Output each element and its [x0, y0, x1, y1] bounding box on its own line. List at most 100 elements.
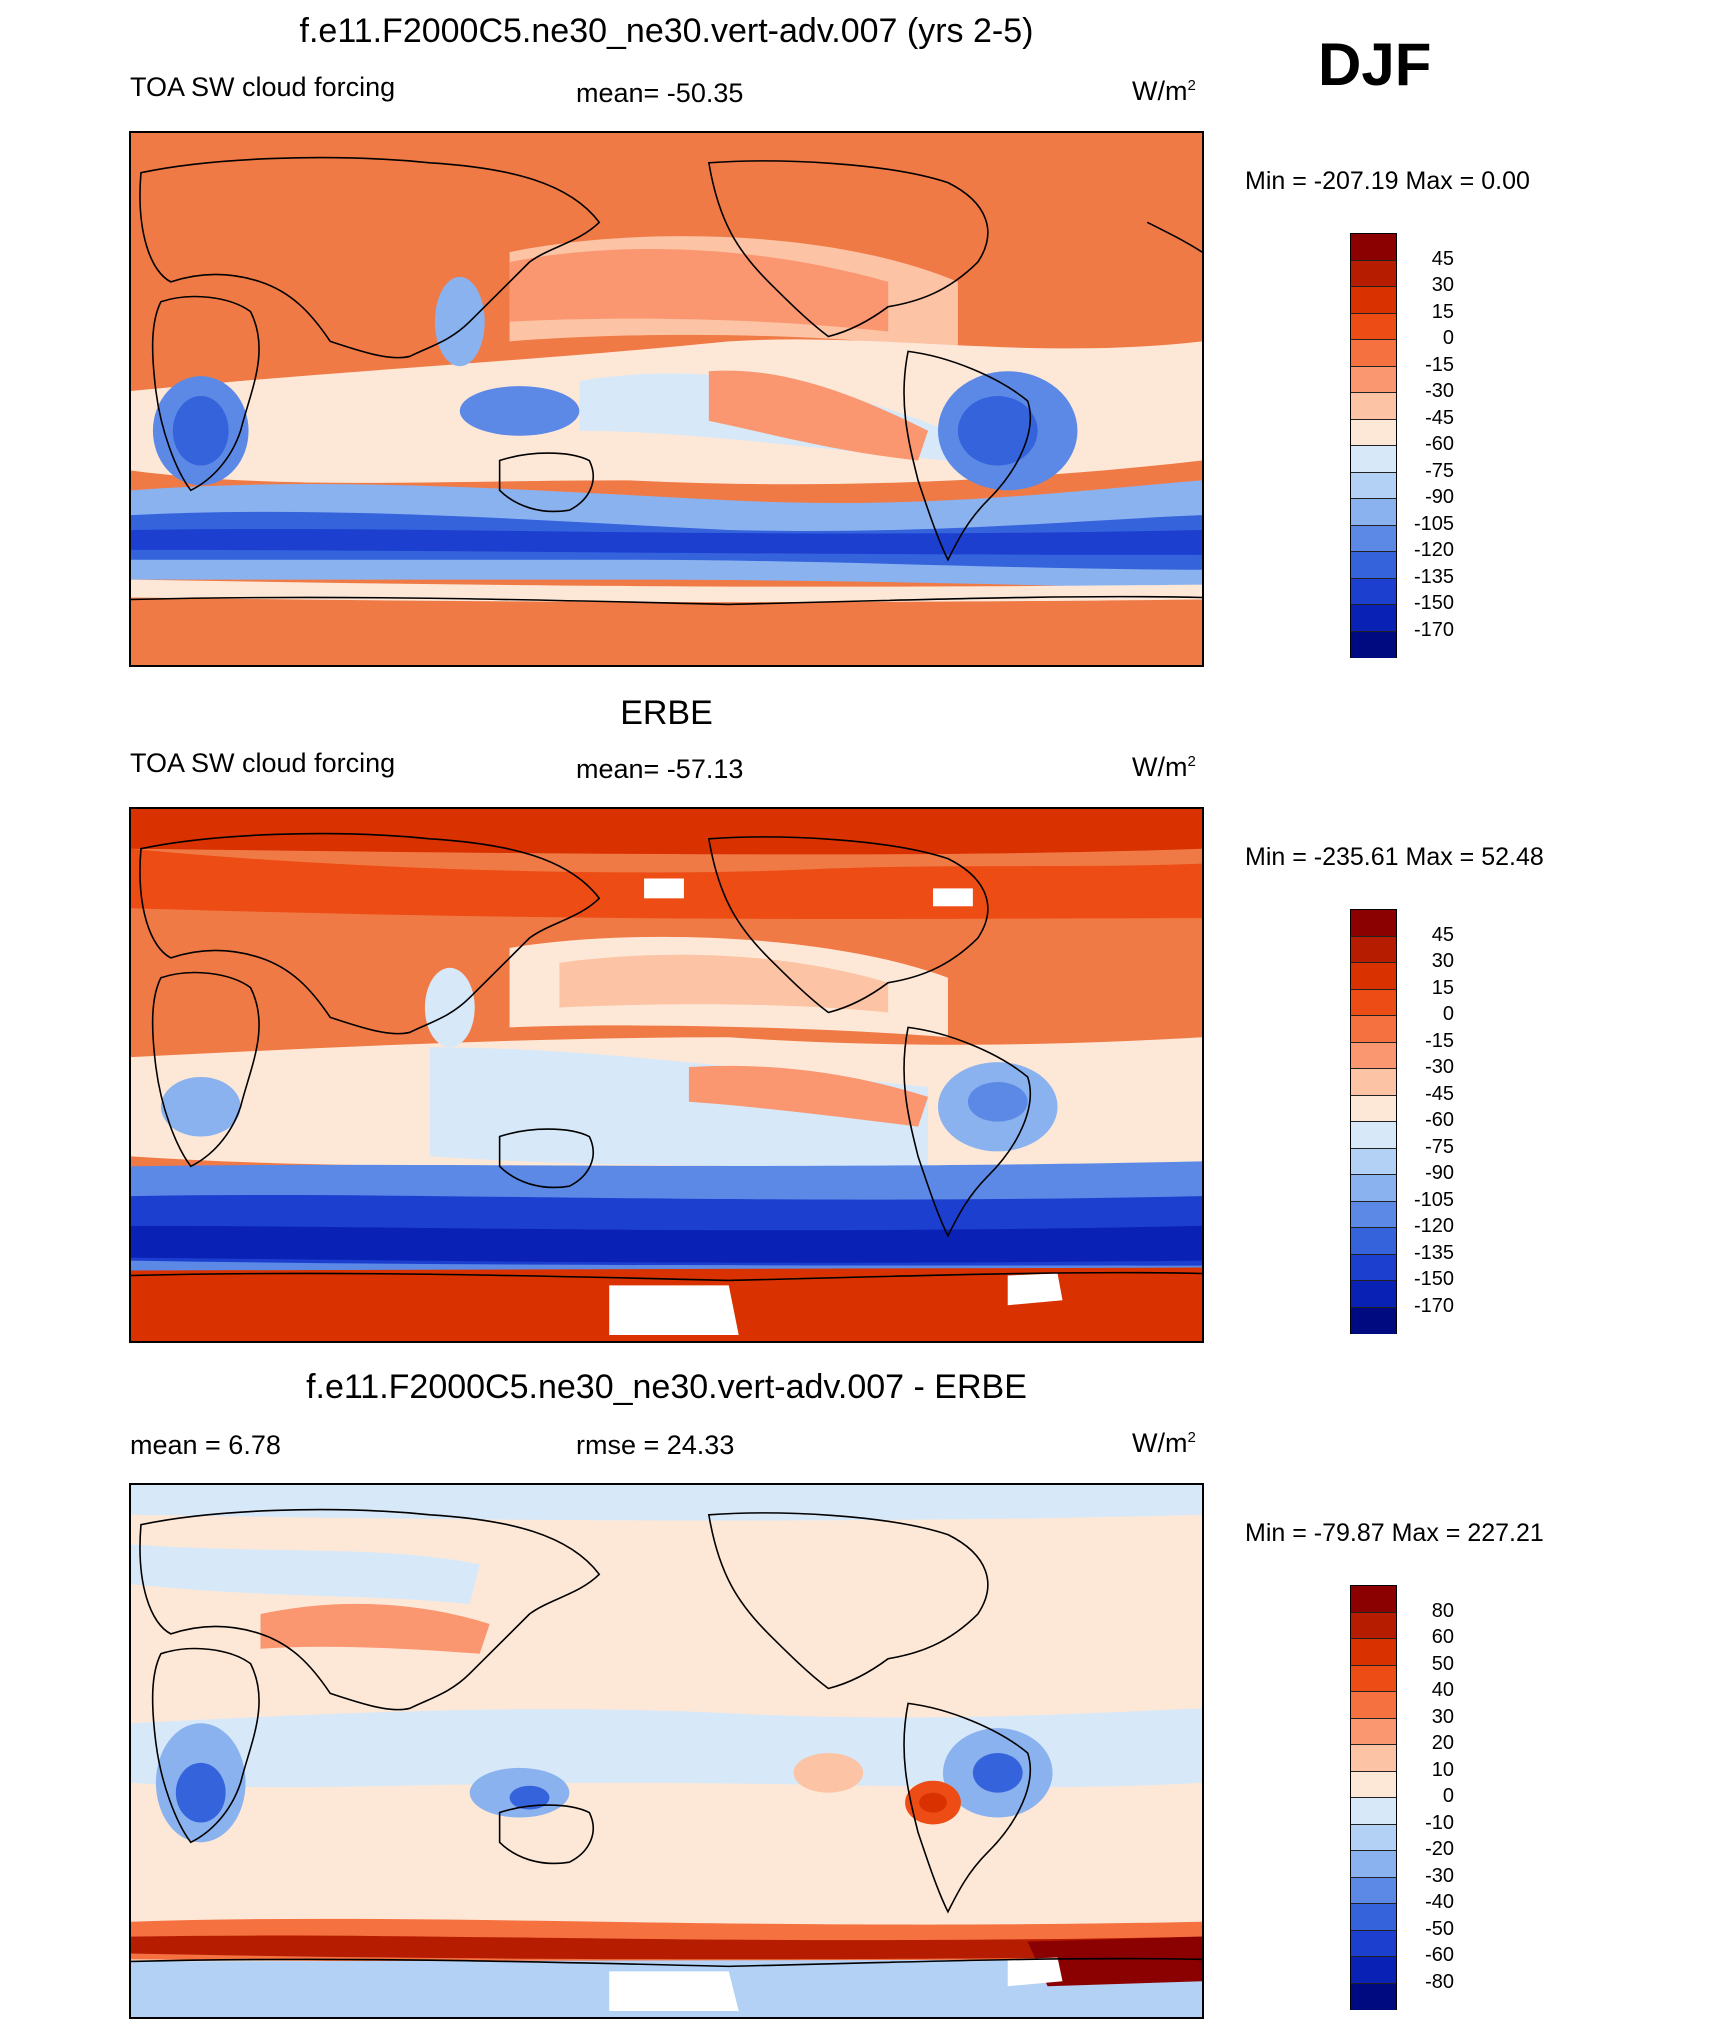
panel-3-contour-field — [131, 1485, 1202, 2017]
panel-2-minmax: Min = -235.61 Max = 52.48 — [1245, 843, 1544, 871]
colorbar-level-label: -80 — [1425, 1970, 1454, 1993]
panel-3-rmse-label: rmse = 24.33 — [576, 1430, 735, 1460]
colorbar-swatch — [1351, 340, 1396, 367]
colorbar-level-label: -150 — [1413, 592, 1454, 614]
colorbar-swatch — [1351, 260, 1396, 287]
colorbar-level-label: -20 — [1425, 1838, 1454, 1860]
colorbar-level-label: 0 — [1442, 1003, 1454, 1025]
colorbar-level-label: -105 — [1413, 1188, 1454, 1211]
colorbar-level-label: -10 — [1425, 1811, 1454, 1834]
panel-1-mean-label: mean= -50.35 — [576, 78, 744, 108]
colorbar-level-label: -60 — [1425, 433, 1454, 455]
colorbar-swatch — [1351, 1254, 1396, 1281]
colorbar-swatch — [1351, 1175, 1396, 1202]
colorbar-level-label: 30 — [1431, 950, 1454, 972]
colorbar-level-label: 80 — [1431, 1599, 1454, 1622]
colorbar-level-label: 45 — [1431, 247, 1454, 270]
colorbar-swatch — [1351, 1586, 1396, 1613]
colorbar-swatch — [1351, 910, 1396, 937]
colorbar-level-label: -30 — [1425, 380, 1454, 402]
colorbar-level-label: -30 — [1425, 1056, 1454, 1078]
panel-3-units: W/m2 — [1132, 1428, 1196, 1458]
season-label: DJF — [1318, 31, 1432, 98]
panel-2-title: ERBE — [620, 694, 713, 732]
colorbar-swatch — [1351, 1798, 1396, 1825]
colorbar-level-label: 50 — [1431, 1652, 1454, 1675]
panel-1-title: f.e11.F2000C5.ne30_ne30.vert-adv.007 (yr… — [299, 12, 1034, 50]
colorbar-swatch — [1351, 1930, 1396, 1957]
colorbar-level-label: -45 — [1425, 1082, 1454, 1105]
colorbar-level-label: 40 — [1431, 1679, 1454, 1701]
colorbar-swatch — [1351, 499, 1396, 526]
panel-1-contour-field — [131, 133, 1202, 665]
panel-3-map — [129, 1483, 1204, 2019]
colorbar-swatch — [1351, 1692, 1396, 1719]
colorbar-swatch — [1351, 1122, 1396, 1149]
colorbar-swatch — [1351, 1612, 1396, 1639]
colorbar-level-label: -75 — [1425, 1135, 1454, 1158]
colorbar-swatch — [1351, 1228, 1396, 1255]
colorbar-level-label: 0 — [1442, 1785, 1454, 1807]
colorbar-swatch — [1351, 1957, 1396, 1984]
colorbar-level-label: 30 — [1431, 1705, 1454, 1728]
panel-2-colorbar — [1350, 909, 1397, 1334]
panel-3-colorbar — [1350, 1585, 1397, 2010]
colorbar-level-label: -105 — [1413, 512, 1454, 535]
colorbar-swatch — [1351, 393, 1396, 420]
colorbar-swatch — [1351, 936, 1396, 963]
colorbar-level-label: 45 — [1431, 923, 1454, 946]
colorbar-level-label: -150 — [1413, 1268, 1454, 1290]
colorbar-level-label: 10 — [1431, 1758, 1454, 1781]
panel-3-mean-label: mean = 6.78 — [130, 1430, 281, 1460]
colorbar-swatch — [1351, 1069, 1396, 1096]
colorbar-swatch — [1351, 525, 1396, 552]
colorbar-level-label: -40 — [1425, 1891, 1454, 1913]
panel-1-colorbar — [1350, 233, 1397, 658]
panel-1-map — [129, 131, 1204, 667]
colorbar-swatch — [1351, 1824, 1396, 1851]
colorbar-swatch — [1351, 1665, 1396, 1692]
colorbar-level-label: -170 — [1413, 618, 1454, 641]
colorbar-level-label: -135 — [1413, 565, 1454, 588]
colorbar-swatch — [1351, 963, 1396, 990]
colorbar-level-label: 15 — [1431, 976, 1454, 999]
colorbar-swatch — [1351, 1148, 1396, 1175]
colorbar-level-label: 30 — [1431, 274, 1454, 296]
colorbar-level-label: -75 — [1425, 459, 1454, 482]
panel-1-minmax: Min = -207.19 Max = 0.00 — [1245, 167, 1530, 195]
colorbar-level-label: -135 — [1413, 1241, 1454, 1264]
colorbar-swatch — [1351, 1877, 1396, 1904]
colorbar-swatch — [1351, 1771, 1396, 1798]
colorbar-swatch — [1351, 1639, 1396, 1666]
colorbar-swatch — [1351, 578, 1396, 605]
colorbar-swatch — [1351, 1983, 1396, 2010]
colorbar-level-label: -60 — [1425, 1109, 1454, 1131]
colorbar-level-label: -50 — [1425, 1917, 1454, 1940]
colorbar-swatch — [1351, 1745, 1396, 1772]
colorbar-swatch — [1351, 1851, 1396, 1878]
colorbar-level-label: -90 — [1425, 1162, 1454, 1184]
colorbar-level-label: -45 — [1425, 406, 1454, 429]
panel-2-mean-label: mean= -57.13 — [576, 754, 744, 784]
panel-2-contour-field — [131, 809, 1202, 1341]
colorbar-level-label: 20 — [1431, 1732, 1454, 1754]
panel-2-units: W/m2 — [1132, 752, 1196, 782]
colorbar-swatch — [1351, 313, 1396, 340]
colorbar-swatch — [1351, 287, 1396, 314]
colorbar-level-label: -30 — [1425, 1864, 1454, 1887]
colorbar-level-label: 0 — [1442, 327, 1454, 349]
colorbar-swatch — [1351, 1201, 1396, 1228]
colorbar-level-label: -120 — [1413, 1215, 1454, 1237]
colorbar-level-label: 60 — [1431, 1626, 1454, 1648]
colorbar-swatch — [1351, 1307, 1396, 1334]
colorbar-level-label: 15 — [1431, 300, 1454, 323]
colorbar-level-label: -120 — [1413, 539, 1454, 561]
colorbar-swatch — [1351, 1718, 1396, 1745]
colorbar-swatch — [1351, 1095, 1396, 1122]
colorbar-swatch — [1351, 1904, 1396, 1931]
colorbar-swatch — [1351, 552, 1396, 579]
colorbar-level-label: -15 — [1425, 353, 1454, 376]
panel-3-title: f.e11.F2000C5.ne30_ne30.vert-adv.007 - E… — [306, 1368, 1027, 1406]
panel-2-map — [129, 807, 1204, 1343]
colorbar-swatch — [1351, 1042, 1396, 1069]
